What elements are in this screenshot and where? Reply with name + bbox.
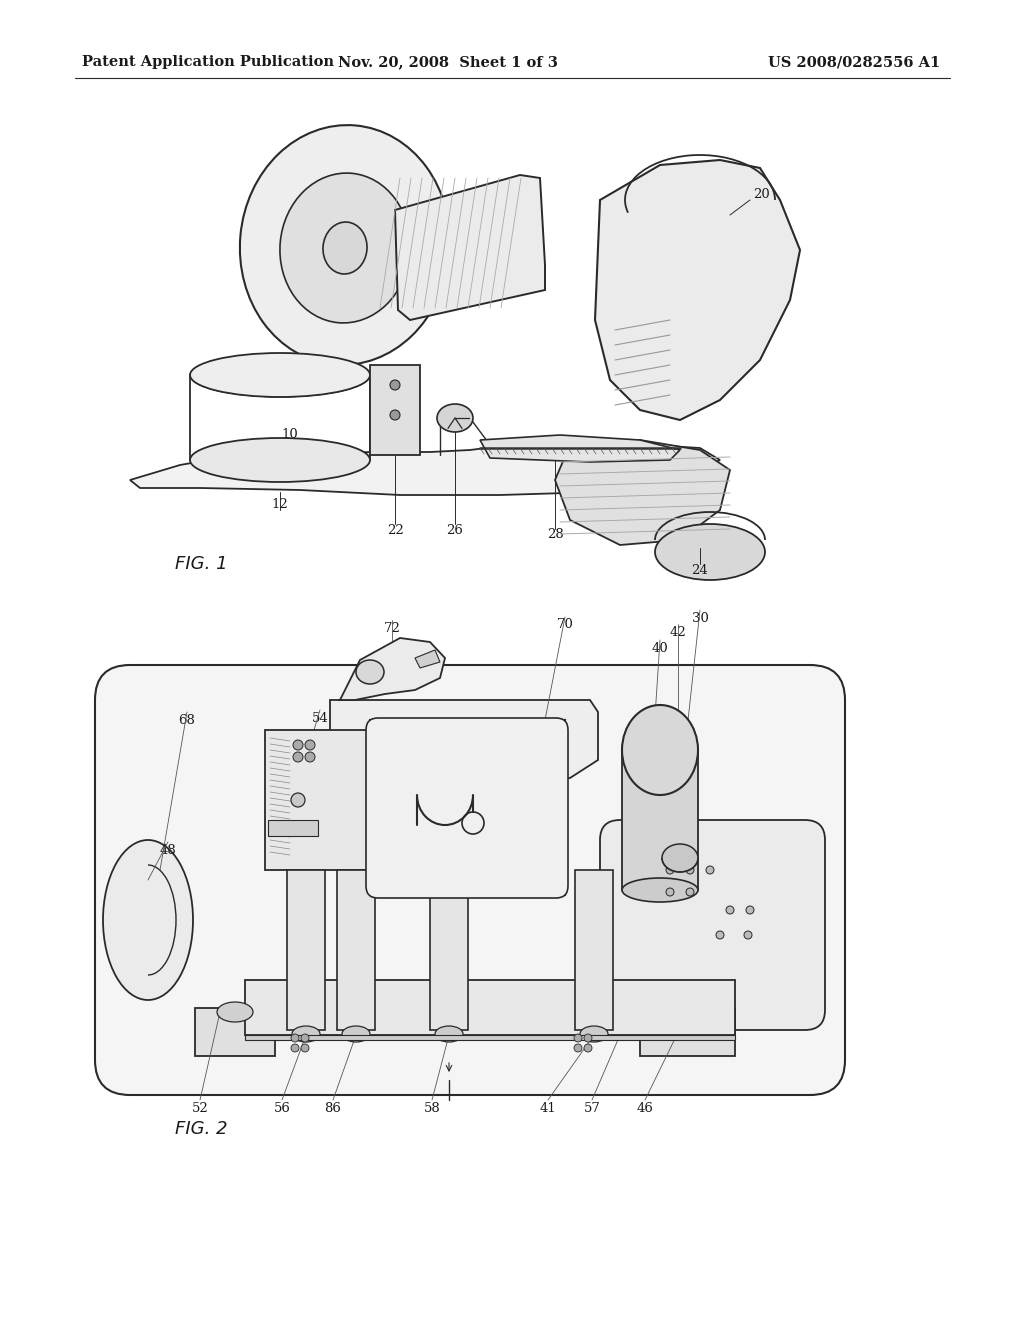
Ellipse shape <box>356 660 384 684</box>
Ellipse shape <box>686 866 694 874</box>
FancyBboxPatch shape <box>366 718 568 898</box>
Bar <box>337 870 375 1030</box>
Text: US 2008/0282556 A1: US 2008/0282556 A1 <box>768 55 940 69</box>
Ellipse shape <box>666 866 674 874</box>
Ellipse shape <box>390 411 400 420</box>
Ellipse shape <box>280 173 410 323</box>
Text: 54: 54 <box>311 711 329 725</box>
Text: 12: 12 <box>271 499 289 511</box>
Bar <box>195 1008 275 1056</box>
Bar <box>430 870 468 1030</box>
Bar <box>370 719 565 895</box>
Ellipse shape <box>622 705 698 795</box>
Ellipse shape <box>716 931 724 939</box>
Polygon shape <box>330 700 598 777</box>
Text: Nov. 20, 2008  Sheet 1 of 3: Nov. 20, 2008 Sheet 1 of 3 <box>338 55 558 69</box>
Text: 30: 30 <box>691 611 709 624</box>
Ellipse shape <box>291 793 305 807</box>
Text: 22: 22 <box>387 524 403 536</box>
Ellipse shape <box>662 843 698 873</box>
Text: 57: 57 <box>584 1101 600 1114</box>
Text: 10: 10 <box>282 429 298 441</box>
Ellipse shape <box>574 1034 582 1041</box>
Ellipse shape <box>744 931 752 939</box>
Text: FIG. 2: FIG. 2 <box>175 1119 227 1138</box>
Polygon shape <box>130 440 720 495</box>
Text: 20: 20 <box>754 189 770 202</box>
Polygon shape <box>338 638 445 700</box>
Ellipse shape <box>217 1002 253 1022</box>
Ellipse shape <box>323 222 367 275</box>
Text: 48: 48 <box>160 843 176 857</box>
Ellipse shape <box>746 906 754 913</box>
Ellipse shape <box>622 878 698 902</box>
Ellipse shape <box>342 1026 370 1041</box>
Text: 70: 70 <box>557 619 573 631</box>
Ellipse shape <box>584 1034 592 1041</box>
Bar <box>622 750 698 890</box>
Ellipse shape <box>574 1044 582 1052</box>
Ellipse shape <box>390 380 400 389</box>
Ellipse shape <box>240 125 451 364</box>
Ellipse shape <box>301 1044 309 1052</box>
Ellipse shape <box>666 888 674 896</box>
Ellipse shape <box>435 1026 463 1041</box>
Text: 58: 58 <box>424 1101 440 1114</box>
Ellipse shape <box>103 840 193 1001</box>
FancyBboxPatch shape <box>95 665 845 1096</box>
Bar <box>575 870 613 1030</box>
Ellipse shape <box>706 866 714 874</box>
Polygon shape <box>555 440 730 545</box>
Ellipse shape <box>305 741 315 750</box>
Text: 52: 52 <box>191 1101 208 1114</box>
Ellipse shape <box>726 906 734 913</box>
Bar <box>640 1008 735 1056</box>
Bar <box>265 730 375 870</box>
FancyBboxPatch shape <box>600 820 825 1030</box>
Polygon shape <box>415 649 440 668</box>
Bar <box>245 979 735 1035</box>
Ellipse shape <box>655 524 765 579</box>
Ellipse shape <box>190 352 370 397</box>
Text: Patent Application Publication: Patent Application Publication <box>82 55 334 69</box>
Text: 28: 28 <box>547 528 563 541</box>
Ellipse shape <box>292 1026 319 1041</box>
Text: 40: 40 <box>651 642 669 655</box>
Text: 26: 26 <box>446 524 464 536</box>
Ellipse shape <box>686 888 694 896</box>
Text: 72: 72 <box>384 622 400 635</box>
Text: 41: 41 <box>540 1101 556 1114</box>
Ellipse shape <box>437 404 473 432</box>
Ellipse shape <box>293 741 303 750</box>
Text: 71: 71 <box>481 759 499 771</box>
Bar <box>370 366 420 455</box>
Ellipse shape <box>584 1044 592 1052</box>
Ellipse shape <box>190 438 370 482</box>
Bar <box>287 870 325 1030</box>
Ellipse shape <box>580 1026 608 1041</box>
Text: 56: 56 <box>273 1101 291 1114</box>
Ellipse shape <box>293 752 303 762</box>
Text: FIG. 1: FIG. 1 <box>175 554 227 573</box>
Text: 42: 42 <box>670 626 686 639</box>
Text: 46: 46 <box>637 1101 653 1114</box>
Polygon shape <box>595 160 800 420</box>
Ellipse shape <box>301 1034 309 1041</box>
Text: 68: 68 <box>178 714 196 726</box>
Polygon shape <box>395 176 545 319</box>
Bar <box>245 1035 735 1040</box>
Polygon shape <box>480 436 680 462</box>
Text: 24: 24 <box>691 564 709 577</box>
Ellipse shape <box>305 752 315 762</box>
Ellipse shape <box>291 1044 299 1052</box>
Text: 86: 86 <box>325 1101 341 1114</box>
Bar <box>268 820 318 836</box>
Ellipse shape <box>291 1034 299 1041</box>
